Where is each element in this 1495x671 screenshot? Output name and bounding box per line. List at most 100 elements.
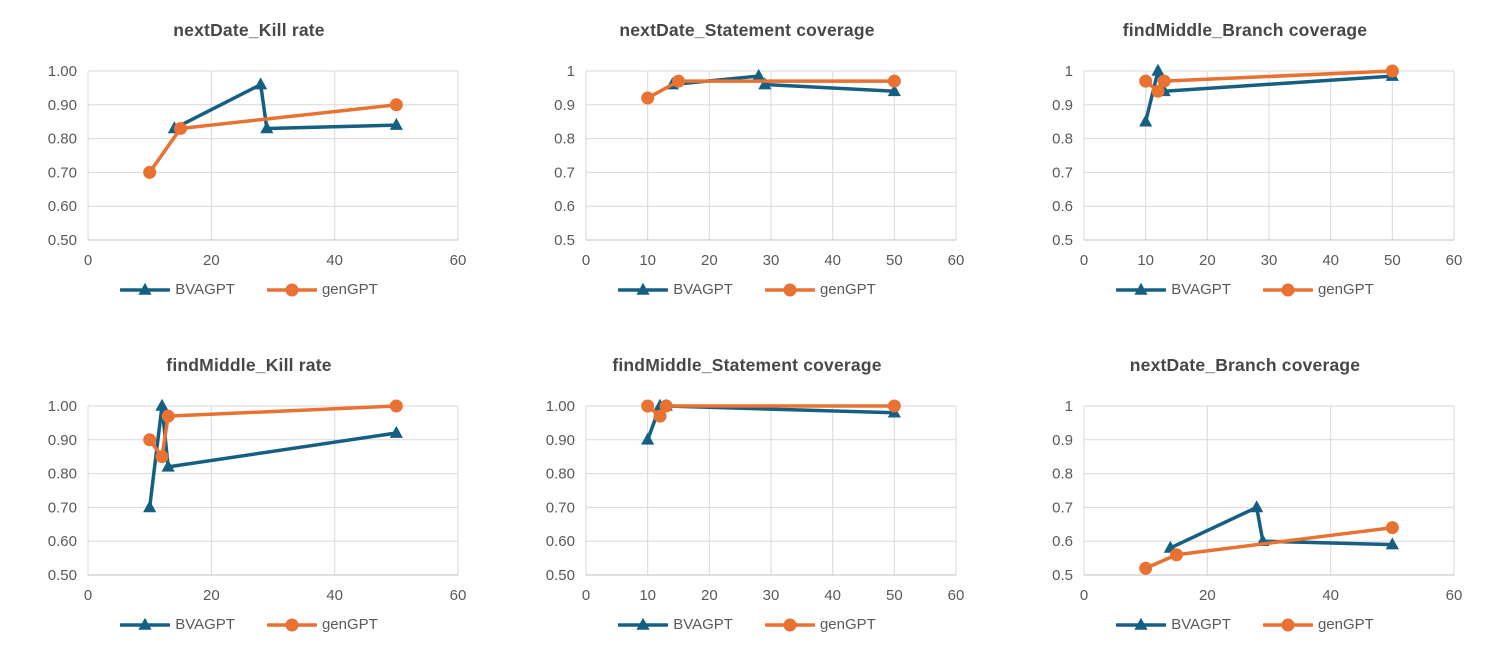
svg-text:0.80: 0.80 [48,131,77,148]
bvagpt-line-marker-icon [618,617,669,630]
legend-item-gengpt: genGPT [266,616,378,633]
chart-legend: BVAGPT genGPT [120,281,378,298]
legend-item-bvagpt: BVAGPT [120,616,235,633]
legend-item-bvagpt: BVAGPT [1116,616,1231,633]
legend-label-gengpt: genGPT [819,281,876,298]
line-chart-findmiddle-statement-coverage: 1.00 0.90 0.80 0.70 0.60 0.50 0 10 20 30 40 50 60 [546,398,965,604]
svg-text:0.8: 0.8 [554,131,575,148]
chart-title: nextDate_Statement coverage [619,20,875,40]
gengpt-line-marker-icon [266,618,317,631]
legend-label-gengpt: genGPT [1317,281,1374,298]
svg-text:0.70: 0.70 [48,164,77,181]
svg-text:0.70: 0.70 [546,499,575,516]
gengpt-line-marker-icon [764,618,815,631]
svg-text:40: 40 [1322,252,1339,269]
line-chart-findmiddle-branch-coverage: 1 0.9 0.8 0.7 0.6 0.5 0 10 20 30 40 50 60 [1052,63,1462,269]
legend-item-gengpt: genGPT [764,281,876,298]
chart-title: findMiddle_Kill rate [166,355,332,375]
bvagpt-line-marker-icon [120,282,171,295]
svg-text:0.8: 0.8 [1052,466,1073,483]
svg-text:0.50: 0.50 [546,567,575,584]
gengpt-line-marker-icon [1262,283,1313,296]
svg-text:60: 60 [948,587,965,604]
svg-text:60: 60 [450,587,467,604]
line-chart-nextdate-branch-coverage: 1 0.9 0.8 0.7 0.6 0.5 0 20 40 60 [1052,398,1463,604]
legend-item-gengpt: genGPT [764,616,876,633]
legend-item-gengpt: genGPT [266,281,378,298]
gengpt-line-marker-icon [764,283,815,296]
svg-text:0.60: 0.60 [48,533,77,550]
legend-label-gengpt: genGPT [321,281,378,298]
legend-label-bvagpt: BVAGPT [175,616,235,633]
chart-title: nextDate_Kill rate [173,20,325,40]
chart-title: nextDate_Branch coverage [1129,355,1361,375]
svg-text:0: 0 [1080,252,1088,269]
legend-item-bvagpt: BVAGPT [120,281,235,298]
svg-text:0.50: 0.50 [48,567,77,584]
svg-text:20: 20 [1199,252,1216,269]
svg-text:40: 40 [824,587,841,604]
chart-card-findmiddle-kill-rate: findMiddle_Kill rate 1.00 0.90 0.80 0.70 0.6… [0,335,498,670]
legend-item-gengpt: genGPT [1262,616,1374,633]
legend-label-gengpt: genGPT [321,616,378,633]
svg-text:1.00: 1.00 [48,398,77,415]
svg-text:0: 0 [84,587,92,604]
svg-text:60: 60 [1446,587,1463,604]
chart-card-findmiddle-statement-coverage: findMiddle_Statement coverage 1.00 0.90 0.… [498,335,996,670]
svg-text:0.5: 0.5 [1052,232,1073,249]
svg-text:50: 50 [886,587,903,604]
svg-text:1: 1 [1065,63,1073,80]
svg-text:60: 60 [450,252,467,269]
svg-text:10: 10 [639,587,656,604]
svg-text:40: 40 [326,252,343,269]
svg-text:1.00: 1.00 [546,398,575,415]
legend-label-bvagpt: BVAGPT [1171,616,1231,633]
svg-text:0.50: 0.50 [48,232,77,249]
svg-text:1: 1 [567,63,575,80]
gengpt-line-marker-icon [1262,618,1313,631]
svg-text:0.6: 0.6 [554,198,575,215]
chart-card-nextdate-kill-rate: nextDate_Kill rate 1.00 0.90 0.80 0.70 0.60 0… [0,0,498,335]
legend-item-bvagpt: BVAGPT [618,281,733,298]
chart-legend: BVAGPT genGPT [1116,616,1374,633]
svg-text:40: 40 [326,587,343,604]
line-chart-findmiddle-kill-rate: 1.00 0.90 0.80 0.70 0.60 0.50 0 20 40 60 [48,398,467,604]
svg-text:0.80: 0.80 [48,466,77,483]
svg-text:0.6: 0.6 [1052,198,1073,215]
svg-text:0.7: 0.7 [1052,164,1073,181]
chart-card-findmiddle-branch-coverage: findMiddle_Branch coverage 1 0.9 0.8 0.7 0.6… [996,0,1494,335]
svg-text:0.9: 0.9 [1052,432,1073,449]
legend-item-bvagpt: BVAGPT [1116,281,1231,298]
svg-text:0.70: 0.70 [48,499,77,516]
svg-text:0.90: 0.90 [48,432,77,449]
line-chart-nextdate-kill-rate: 1.00 0.90 0.80 0.70 0.60 0.50 0 20 40 60 [48,63,467,269]
svg-text:0.5: 0.5 [554,232,575,249]
svg-text:0: 0 [582,587,590,604]
legend-item-bvagpt: BVAGPT [618,616,733,633]
svg-text:0.7: 0.7 [554,164,575,181]
svg-text:40: 40 [824,252,841,269]
chart-legend: BVAGPT genGPT [618,616,876,633]
chart-card-nextdate-branch-coverage: nextDate_Branch coverage 1 0.9 0.8 0.7 0.6 0.… [996,335,1494,670]
legend-label-bvagpt: BVAGPT [673,616,733,633]
svg-text:30: 30 [1261,252,1278,269]
svg-text:60: 60 [948,252,965,269]
legend-label-gengpt: genGPT [819,616,876,633]
chart-title: findMiddle_Branch coverage [1122,20,1368,40]
svg-text:0.5: 0.5 [1052,567,1073,584]
svg-text:0.9: 0.9 [554,97,575,114]
svg-text:30: 30 [763,587,780,604]
legend-label-bvagpt: BVAGPT [175,281,235,298]
svg-text:20: 20 [701,587,718,604]
svg-text:20: 20 [701,252,718,269]
bvagpt-line-marker-icon [120,617,171,630]
svg-text:1.00: 1.00 [48,63,77,80]
bvagpt-line-marker-icon [1116,282,1167,295]
svg-text:1: 1 [1065,398,1073,415]
svg-text:0: 0 [582,252,590,269]
svg-text:20: 20 [1199,587,1216,604]
svg-text:0.8: 0.8 [1052,131,1073,148]
bvagpt-line-marker-icon [618,282,669,295]
svg-text:10: 10 [639,252,656,269]
legend-label-bvagpt: BVAGPT [673,281,733,298]
